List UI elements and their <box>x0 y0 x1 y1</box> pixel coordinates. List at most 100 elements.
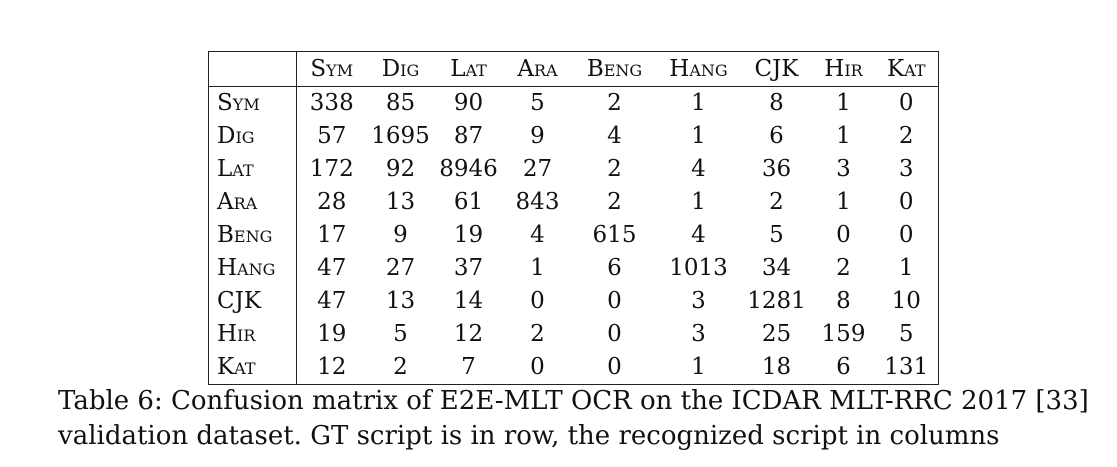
column-header: Hir <box>812 51 875 87</box>
table-caption: Table 6: Confusion matrix of E2E-MLT OCR… <box>58 384 1108 454</box>
matrix-cell: 0 <box>530 354 545 380</box>
column-header: Beng <box>572 51 657 87</box>
matrix-cell: 1 <box>691 123 706 149</box>
matrix-cell: 0 <box>607 321 622 347</box>
matrix-cell: 1 <box>691 189 706 215</box>
matrix-cell: 17 <box>317 222 347 248</box>
table-row: Lat 172 92 8946 27 2 4 36 3 3 <box>208 153 939 186</box>
matrix-cell: 843 <box>515 189 560 215</box>
row-header: CJK <box>208 285 297 318</box>
matrix-cell: 9 <box>393 222 408 248</box>
matrix-cell: 8946 <box>439 156 498 182</box>
matrix-cell: 0 <box>898 90 914 116</box>
matrix-cell: 12 <box>453 321 484 347</box>
matrix-cell: 1281 <box>747 288 806 314</box>
column-header: Ara <box>502 51 573 87</box>
matrix-cell: 159 <box>821 321 866 347</box>
matrix-cell: 8 <box>769 90 784 116</box>
matrix-cell: 10 <box>891 288 921 314</box>
row-header: Kat <box>208 351 297 385</box>
matrix-cell: 61 <box>453 189 484 215</box>
column-header: CJK <box>740 51 813 87</box>
matrix-cell: 4 <box>691 222 706 248</box>
matrix-cell: 14 <box>453 288 484 314</box>
matrix-cell: 13 <box>385 288 416 314</box>
matrix-cell: 1695 <box>371 123 430 149</box>
matrix-cell: 2 <box>898 123 914 149</box>
row-header: Sym <box>208 86 297 120</box>
matrix-cell: 27 <box>522 156 553 182</box>
matrix-cell: 5 <box>393 321 408 347</box>
row-header: Beng <box>208 219 297 252</box>
matrix-cell: 37 <box>453 255 484 281</box>
matrix-cell: 27 <box>385 255 416 281</box>
column-header: Kat <box>874 51 939 87</box>
matrix-cell: 3 <box>836 156 851 182</box>
matrix-cell: 19 <box>317 321 347 347</box>
matrix-cell: 0 <box>898 222 914 248</box>
table-row: Hang 47 27 37 1 6 1013 34 2 1 <box>208 252 939 285</box>
row-header: Ara <box>208 186 297 219</box>
matrix-cell: 0 <box>607 288 622 314</box>
matrix-cell: 5 <box>769 222 784 248</box>
matrix-cell: 2 <box>607 90 622 116</box>
matrix-cell: 0 <box>530 288 545 314</box>
matrix-cell: 4 <box>530 222 545 248</box>
corner-cell <box>208 51 297 87</box>
matrix-cell: 1 <box>898 255 914 281</box>
matrix-cell: 4 <box>607 123 622 149</box>
matrix-cell: 34 <box>761 255 792 281</box>
matrix-cell: 57 <box>317 123 347 149</box>
matrix-cell: 1 <box>530 255 545 281</box>
matrix-cell: 47 <box>317 255 347 281</box>
matrix-cell: 3 <box>691 321 706 347</box>
matrix-cell: 19 <box>453 222 484 248</box>
matrix-cell: 85 <box>385 90 416 116</box>
header-row: Sym Dig Lat Ara Beng Hang CJK Hir Kat <box>208 51 939 87</box>
row-header: Hang <box>208 252 297 285</box>
caption-line-2: validation dataset. GT script is in row,… <box>58 421 1000 451</box>
matrix-cell: 90 <box>453 90 484 116</box>
matrix-cell: 1013 <box>669 255 728 281</box>
table-row: Hir 19 5 12 2 0 3 25 159 5 <box>208 318 939 351</box>
matrix-cell: 12 <box>317 354 347 380</box>
column-header: Sym <box>296 51 367 87</box>
matrix-cell: 6 <box>836 354 851 380</box>
matrix-cell: 6 <box>769 123 784 149</box>
column-header: Hang <box>656 51 741 87</box>
matrix-cell: 28 <box>317 189 347 215</box>
table-row: Ara 28 13 61 843 2 1 2 1 0 <box>208 186 939 219</box>
column-header: Dig <box>366 51 435 87</box>
matrix-cell: 7 <box>461 354 476 380</box>
matrix-cell: 0 <box>607 354 622 380</box>
matrix-cell: 1 <box>836 90 851 116</box>
matrix-cell: 0 <box>836 222 851 248</box>
matrix-cell: 2 <box>607 189 622 215</box>
matrix-cell: 9 <box>530 123 545 149</box>
matrix-cell: 1 <box>691 354 706 380</box>
row-header: Dig <box>208 120 297 153</box>
matrix-cell: 172 <box>309 156 354 182</box>
matrix-cell: 2 <box>836 255 851 281</box>
matrix-cell: 3 <box>691 288 706 314</box>
matrix-cell: 2 <box>393 354 408 380</box>
matrix-cell: 2 <box>607 156 622 182</box>
confusion-matrix-table: Sym Dig Lat Ara Beng Hang CJK Hir Kat Sy… <box>208 51 939 385</box>
matrix-cell: 25 <box>761 321 792 347</box>
matrix-cell: 5 <box>898 321 914 347</box>
matrix-cell: 18 <box>761 354 792 380</box>
matrix-cell: 2 <box>769 189 784 215</box>
matrix-cell: 2 <box>530 321 545 347</box>
matrix-cell: 87 <box>453 123 484 149</box>
matrix-cell: 6 <box>607 255 622 281</box>
matrix-cell: 4 <box>691 156 706 182</box>
matrix-cell: 36 <box>761 156 792 182</box>
column-header: Lat <box>434 51 503 87</box>
table-row: Kat 12 2 7 0 0 1 18 6 131 <box>208 351 939 385</box>
matrix-cell: 131 <box>884 354 929 380</box>
matrix-cell: 47 <box>317 288 347 314</box>
matrix-cell: 13 <box>385 189 416 215</box>
table-row: Dig 57 1695 87 9 4 1 6 1 2 <box>208 120 939 153</box>
matrix-cell: 0 <box>898 189 914 215</box>
table-row: Sym 338 85 90 5 2 1 8 1 0 <box>208 86 939 120</box>
